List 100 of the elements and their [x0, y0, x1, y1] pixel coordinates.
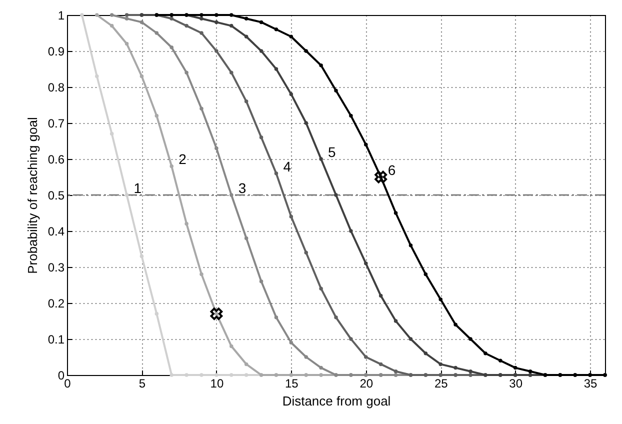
point	[200, 16, 204, 20]
point	[124, 42, 129, 46]
point	[349, 229, 353, 233]
point	[394, 370, 398, 374]
point	[304, 49, 308, 53]
point	[528, 370, 532, 374]
series-label: 4	[283, 158, 292, 174]
point	[304, 355, 308, 359]
point	[244, 34, 248, 38]
point	[319, 64, 323, 68]
point	[289, 34, 294, 38]
y-axis-title: Probability of reaching goal	[24, 116, 40, 274]
point	[319, 366, 323, 370]
x-tick-label: 10	[210, 376, 224, 390]
point	[454, 322, 458, 326]
point	[364, 142, 368, 146]
point	[170, 164, 174, 168]
y-tick-label: 0.3	[48, 260, 65, 274]
point	[424, 352, 428, 356]
point	[214, 49, 218, 53]
point	[244, 236, 248, 240]
y-tick-label: 0.8	[48, 80, 65, 94]
point	[289, 340, 294, 344]
point	[468, 337, 472, 341]
series-label: 6	[388, 162, 396, 178]
point	[438, 362, 442, 366]
point	[259, 20, 264, 24]
point	[424, 272, 428, 276]
point	[214, 373, 218, 377]
y-tick-label: 0.9	[48, 44, 65, 58]
point	[200, 272, 204, 276]
point	[110, 13, 114, 17]
point	[244, 100, 248, 104]
point	[274, 28, 278, 32]
point	[95, 74, 99, 78]
point	[214, 146, 218, 150]
point	[484, 352, 488, 356]
point	[274, 172, 278, 176]
point	[184, 70, 188, 74]
series-label: 1	[134, 180, 142, 196]
point	[244, 373, 248, 377]
point	[244, 362, 248, 366]
point	[394, 319, 398, 323]
point	[289, 92, 294, 96]
point	[200, 373, 204, 377]
point	[274, 67, 278, 71]
point	[513, 366, 518, 370]
point	[259, 49, 264, 53]
point	[154, 114, 159, 118]
point	[304, 121, 308, 125]
series-label: 5	[328, 144, 336, 160]
series-label: 3	[238, 180, 246, 196]
y-tick-label: 1	[58, 8, 65, 22]
point	[378, 294, 383, 298]
point	[184, 373, 188, 377]
point	[154, 312, 159, 316]
point	[364, 262, 368, 266]
point	[394, 211, 398, 215]
point	[244, 16, 248, 20]
point	[334, 193, 338, 197]
point	[230, 373, 234, 377]
point	[364, 355, 368, 359]
point	[334, 88, 338, 92]
point	[170, 46, 174, 50]
point	[200, 106, 204, 110]
point	[349, 337, 353, 341]
x-tick-label: 30	[509, 376, 523, 390]
y-tick-label: 0.2	[48, 296, 65, 310]
x-tick-label: 5	[138, 376, 146, 390]
point	[214, 20, 218, 24]
point	[438, 298, 442, 302]
point	[140, 20, 144, 24]
point	[498, 358, 502, 362]
x-tick-label: 35	[584, 376, 598, 390]
y-tick-label: 0.7	[48, 116, 65, 130]
point	[468, 370, 472, 374]
point	[259, 280, 264, 284]
point	[154, 31, 159, 35]
point	[184, 24, 188, 28]
point	[170, 373, 174, 377]
point	[454, 366, 458, 370]
point	[184, 222, 188, 226]
point	[274, 316, 278, 320]
point	[230, 193, 234, 197]
point	[140, 254, 144, 258]
point	[200, 13, 204, 17]
point	[230, 24, 234, 28]
point	[304, 250, 308, 254]
point	[319, 286, 323, 290]
y-tick-label: 0.1	[48, 332, 65, 346]
point	[140, 74, 144, 78]
point	[214, 13, 218, 17]
point	[200, 31, 204, 35]
x-tick-label: 15	[284, 376, 299, 390]
x-tick-label: 20	[360, 376, 374, 390]
point	[230, 13, 234, 17]
point	[210, 308, 223, 320]
point	[110, 24, 114, 28]
point	[334, 316, 338, 320]
point	[378, 362, 383, 366]
